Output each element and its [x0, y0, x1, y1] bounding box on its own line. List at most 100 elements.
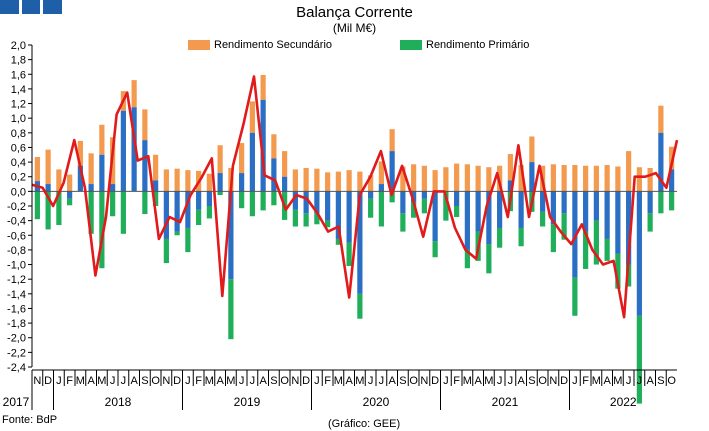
- bar-secundario: [163, 169, 169, 192]
- x-month-label: N: [549, 375, 557, 387]
- x-month-label: S: [141, 375, 148, 387]
- bar-secundario: [314, 168, 320, 192]
- bar-blue: [335, 191, 341, 239]
- bar-primario: [292, 209, 298, 227]
- bar-secundario: [357, 171, 363, 192]
- x-month-label: A: [345, 375, 353, 387]
- bar-primario: [421, 198, 427, 214]
- x-month-label: J: [443, 375, 449, 387]
- bar-secundario: [346, 170, 352, 192]
- bar-blue: [249, 132, 255, 192]
- bar-primario: [486, 244, 492, 274]
- bar-secundario: [400, 166, 406, 192]
- y-tick-label: 2,0: [11, 40, 26, 52]
- bar-blue: [206, 191, 212, 206]
- bar-primario: [615, 253, 621, 289]
- y-tick-label: 0,8: [11, 128, 26, 140]
- bar-secundario: [303, 167, 309, 192]
- x-month-label: J: [572, 375, 578, 387]
- bar-primario: [239, 191, 245, 209]
- bar-blue: [163, 191, 169, 239]
- bar-blue: [99, 154, 105, 192]
- x-year-label: 2021: [492, 395, 519, 409]
- x-month-label: M: [205, 375, 214, 387]
- bar-blue: [669, 169, 675, 192]
- x-month-label: N: [420, 375, 428, 387]
- source-note: Fonte: BdP: [2, 414, 58, 426]
- bar-secundario: [507, 154, 513, 181]
- bar-primario: [153, 191, 159, 206]
- bar-primario: [561, 213, 567, 240]
- x-month-label: D: [431, 375, 439, 387]
- bar-secundario: [239, 143, 245, 174]
- y-tick-label: -1,4: [7, 289, 26, 301]
- x-month-label: J: [250, 375, 256, 387]
- y-tick-label: 1,8: [11, 55, 26, 67]
- bar-blue: [454, 191, 460, 206]
- bar-primario: [400, 213, 406, 232]
- bar-secundario: [56, 169, 62, 192]
- bar-blue: [196, 191, 202, 210]
- bar-secundario: [368, 175, 374, 192]
- bar-blue: [142, 140, 148, 192]
- x-year-label: 2022: [610, 395, 637, 409]
- y-tick-label: -2,0: [7, 333, 26, 345]
- x-month-label: J: [56, 375, 62, 387]
- bar-secundario: [604, 165, 610, 192]
- bar-blue: [346, 191, 352, 243]
- bar-secundario: [325, 172, 331, 192]
- bar-blue: [325, 191, 331, 221]
- x-month-label: J: [637, 375, 643, 387]
- x-month-label: O: [667, 375, 676, 387]
- credit-note: (Gráfico: GEE): [328, 418, 401, 430]
- bar-secundario: [77, 140, 83, 166]
- bar-secundario: [206, 173, 212, 192]
- bar-secundario: [34, 156, 40, 182]
- bar-blue: [357, 191, 363, 294]
- bar-blue: [368, 191, 374, 199]
- x-month-label: F: [453, 375, 460, 387]
- x-month-label: M: [484, 375, 493, 387]
- bar-primario: [583, 231, 589, 269]
- bar-primario: [647, 213, 653, 232]
- x-month-label: F: [66, 375, 73, 387]
- x-month-label: F: [195, 375, 202, 387]
- bar-blue: [400, 191, 406, 214]
- bar-secundario: [411, 164, 417, 192]
- bar-blue: [271, 158, 277, 192]
- bar-secundario: [378, 161, 384, 185]
- x-month-label: O: [151, 375, 160, 387]
- bar-primario: [636, 315, 642, 404]
- bar-primario: [163, 238, 169, 264]
- x-month-label: J: [110, 375, 116, 387]
- bar-secundario: [99, 124, 105, 155]
- x-month-label: F: [582, 375, 589, 387]
- bar-primario: [454, 206, 460, 217]
- bar-blue: [550, 191, 556, 225]
- bar-blue: [282, 176, 288, 192]
- x-month-label: M: [463, 375, 472, 387]
- bar-secundario: [421, 165, 427, 192]
- x-month-label: A: [216, 375, 224, 387]
- bar-primario: [271, 191, 277, 206]
- bar-blue: [658, 132, 664, 192]
- bar-secundario: [669, 146, 675, 170]
- bar-primario: [314, 213, 320, 225]
- bar-blue: [77, 165, 83, 192]
- bar-blue: [529, 162, 535, 192]
- bar-secundario: [636, 167, 642, 192]
- x-month-label: N: [291, 375, 299, 387]
- bar-secundario: [550, 164, 556, 192]
- bar-secundario: [615, 166, 621, 192]
- bar-blue: [153, 180, 159, 192]
- chart-subtitle: (Mil M€): [332, 21, 377, 35]
- bar-blue: [518, 191, 524, 228]
- bar-blue: [67, 191, 73, 199]
- bar-primario: [550, 224, 556, 253]
- x-month-label: A: [474, 375, 482, 387]
- bar-primario: [206, 206, 212, 219]
- bar-primario: [669, 191, 675, 211]
- y-tick-label: -2,4: [7, 362, 26, 374]
- x-month-label: A: [130, 375, 138, 387]
- x-month-label: A: [603, 375, 611, 387]
